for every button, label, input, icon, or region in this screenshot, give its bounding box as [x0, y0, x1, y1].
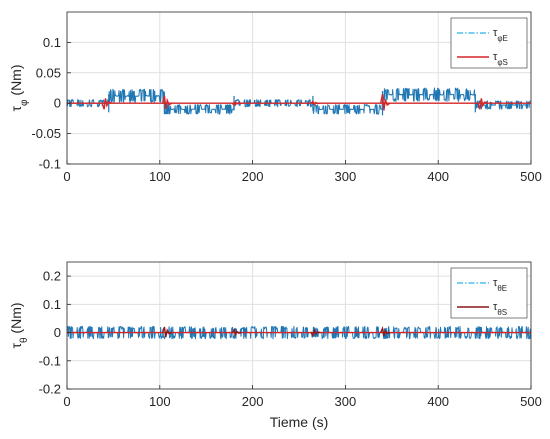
y-tick-label: -0.2: [39, 382, 61, 397]
x-tick-label: 100: [149, 169, 171, 184]
plot-area: [67, 325, 531, 340]
plot-area: [67, 87, 531, 116]
y-tick-label: 0: [54, 96, 61, 111]
x-tick-label: 0: [63, 169, 70, 184]
x-axis-label: Tieme (s): [270, 414, 329, 430]
x-tick-label: 0: [63, 394, 70, 409]
y-tick-label: 0.1: [43, 297, 61, 312]
simulated-transient: [477, 98, 488, 110]
x-tick-label: 300: [335, 394, 357, 409]
y-axis-label: τθ (Nm): [8, 302, 30, 348]
axes-box: [66, 261, 532, 390]
x-tick-label: 200: [242, 169, 264, 184]
y-tick-label: 0.05: [36, 65, 61, 80]
x-tick-label: 100: [149, 394, 171, 409]
legend-box: [450, 267, 528, 319]
simulated-transient: [380, 325, 391, 337]
legend-entry: τφS: [493, 51, 508, 67]
legend: τφE τφS: [450, 17, 528, 69]
x-tick-label: 400: [427, 169, 449, 184]
y-tick-label: 0.2: [43, 269, 61, 284]
simulated-transient: [231, 328, 242, 337]
y-axis-label: τφ (Nm): [8, 64, 30, 111]
series-_E-estimated: [67, 87, 531, 116]
x-tick-label: 500: [520, 394, 542, 409]
legend-entry: τθE: [493, 277, 507, 293]
top-panel-phi-torque: 0 100 200 300 400 500 -0.1 -0.05 0 0.05 0.1 τφ (Nm)…: [8, 11, 542, 184]
simulated-transient: [161, 326, 173, 338]
estimated-torque-line: [67, 87, 531, 115]
simulated-transient: [161, 95, 173, 110]
simulated-transient: [101, 98, 112, 110]
legend: τθE τθS: [450, 267, 528, 319]
y-tick-label: 0: [54, 325, 61, 340]
simulated-transient: [310, 328, 321, 338]
legend-entry: τφE: [493, 27, 508, 43]
x-tick-label: 500: [520, 169, 542, 184]
simulated-transient: [231, 100, 242, 107]
axes-box: [66, 11, 532, 165]
simulated-transient: [379, 93, 391, 111]
legend-box: [450, 17, 528, 69]
x-tick-label: 400: [427, 394, 449, 409]
bottom-panel-theta-torque: 0 100 200 300 400 500 -0.2 -0.1 0 0.1 0.2 τθ (Nm) Ti…: [8, 261, 542, 430]
legend-entry: τθS: [493, 301, 507, 317]
x-tick-label: 300: [335, 169, 357, 184]
simulated-transient: [310, 100, 321, 107]
series-_S-simulated: [67, 325, 531, 338]
y-tick-label: -0.05: [31, 126, 61, 141]
y-tick-label: -0.1: [39, 353, 61, 368]
y-tick-label: 0.1: [43, 35, 61, 50]
y-tick-label: -0.1: [39, 157, 61, 172]
series-_S-simulated: [67, 93, 531, 111]
x-tick-label: 200: [242, 394, 264, 409]
